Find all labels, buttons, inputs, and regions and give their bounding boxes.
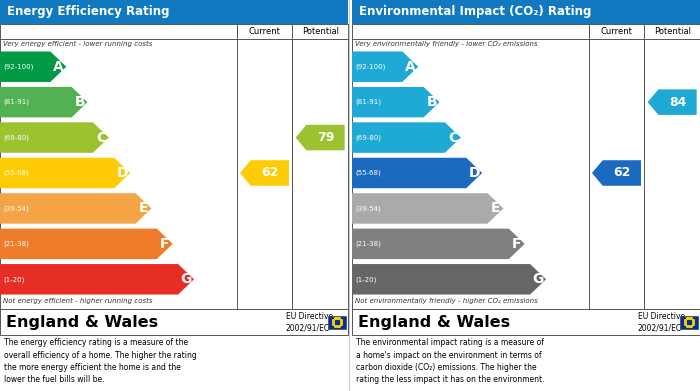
Text: The energy efficiency rating is a measure of the
overall efficiency of a home. T: The energy efficiency rating is a measur… bbox=[4, 338, 197, 384]
Polygon shape bbox=[352, 52, 419, 82]
Polygon shape bbox=[352, 87, 440, 117]
Text: Current: Current bbox=[601, 27, 632, 36]
Text: (1-20): (1-20) bbox=[3, 276, 25, 283]
Bar bbox=[352, 0, 700, 24]
Polygon shape bbox=[592, 160, 641, 186]
Polygon shape bbox=[0, 264, 194, 294]
Text: Environmental Impact (CO₂) Rating: Environmental Impact (CO₂) Rating bbox=[359, 5, 592, 18]
Polygon shape bbox=[0, 193, 151, 224]
Bar bbox=[0, 309, 348, 335]
Text: (69-80): (69-80) bbox=[355, 135, 381, 141]
Text: (55-68): (55-68) bbox=[355, 170, 381, 176]
Polygon shape bbox=[0, 52, 66, 82]
Polygon shape bbox=[0, 158, 130, 188]
Text: E: E bbox=[491, 201, 500, 215]
Bar bbox=[0, 24, 348, 309]
Text: G: G bbox=[533, 272, 544, 286]
Text: B: B bbox=[426, 95, 437, 109]
Text: Not environmentally friendly - higher CO₂ emissions: Not environmentally friendly - higher CO… bbox=[355, 298, 538, 304]
Polygon shape bbox=[352, 264, 546, 294]
Text: C: C bbox=[96, 131, 106, 145]
Text: Very energy efficient - lower running costs: Very energy efficient - lower running co… bbox=[3, 41, 153, 47]
Text: Not energy efficient - higher running costs: Not energy efficient - higher running co… bbox=[3, 298, 153, 304]
Text: D: D bbox=[468, 166, 480, 180]
Text: (69-80): (69-80) bbox=[3, 135, 29, 141]
Polygon shape bbox=[352, 122, 461, 153]
Text: Current: Current bbox=[248, 27, 281, 36]
Text: (1-20): (1-20) bbox=[355, 276, 377, 283]
Text: (92-100): (92-100) bbox=[355, 63, 386, 70]
Text: C: C bbox=[448, 131, 458, 145]
Text: E: E bbox=[139, 201, 148, 215]
Text: England & Wales: England & Wales bbox=[6, 314, 158, 330]
Text: (81-91): (81-91) bbox=[3, 99, 29, 106]
Polygon shape bbox=[295, 125, 344, 150]
Text: EU Directive
2002/91/EC: EU Directive 2002/91/EC bbox=[286, 312, 333, 332]
Polygon shape bbox=[352, 158, 482, 188]
Text: England & Wales: England & Wales bbox=[358, 314, 510, 330]
Text: Potential: Potential bbox=[302, 27, 339, 36]
Text: The environmental impact rating is a measure of
a home's impact on the environme: The environmental impact rating is a mea… bbox=[356, 338, 545, 384]
Polygon shape bbox=[0, 87, 88, 117]
Text: Very environmentally friendly - lower CO₂ emissions: Very environmentally friendly - lower CO… bbox=[355, 41, 538, 47]
Text: F: F bbox=[160, 237, 169, 251]
Polygon shape bbox=[352, 229, 525, 259]
Text: A: A bbox=[53, 60, 64, 74]
Text: F: F bbox=[512, 237, 522, 251]
Bar bbox=[352, 309, 700, 335]
Text: 79: 79 bbox=[317, 131, 334, 144]
Bar bbox=[0, 0, 348, 24]
Text: EU Directive
2002/91/EC: EU Directive 2002/91/EC bbox=[638, 312, 685, 332]
Text: G: G bbox=[181, 272, 192, 286]
Text: 62: 62 bbox=[261, 167, 279, 179]
Text: (21-38): (21-38) bbox=[355, 240, 381, 247]
Bar bbox=[352, 24, 700, 309]
Polygon shape bbox=[352, 193, 503, 224]
Bar bbox=[680, 316, 698, 328]
Polygon shape bbox=[0, 122, 109, 153]
Polygon shape bbox=[648, 90, 696, 115]
Text: A: A bbox=[405, 60, 416, 74]
Text: (39-54): (39-54) bbox=[3, 205, 29, 212]
Text: Energy Efficiency Rating: Energy Efficiency Rating bbox=[7, 5, 169, 18]
Text: (92-100): (92-100) bbox=[3, 63, 34, 70]
Polygon shape bbox=[0, 229, 173, 259]
Text: (39-54): (39-54) bbox=[355, 205, 381, 212]
Text: (21-38): (21-38) bbox=[3, 240, 29, 247]
Text: B: B bbox=[74, 95, 85, 109]
Text: Potential: Potential bbox=[654, 27, 691, 36]
Polygon shape bbox=[240, 160, 289, 186]
Text: (55-68): (55-68) bbox=[3, 170, 29, 176]
Text: 62: 62 bbox=[613, 167, 631, 179]
Bar bbox=[328, 316, 346, 328]
Text: 84: 84 bbox=[668, 96, 686, 109]
Text: D: D bbox=[116, 166, 128, 180]
Text: (81-91): (81-91) bbox=[355, 99, 381, 106]
